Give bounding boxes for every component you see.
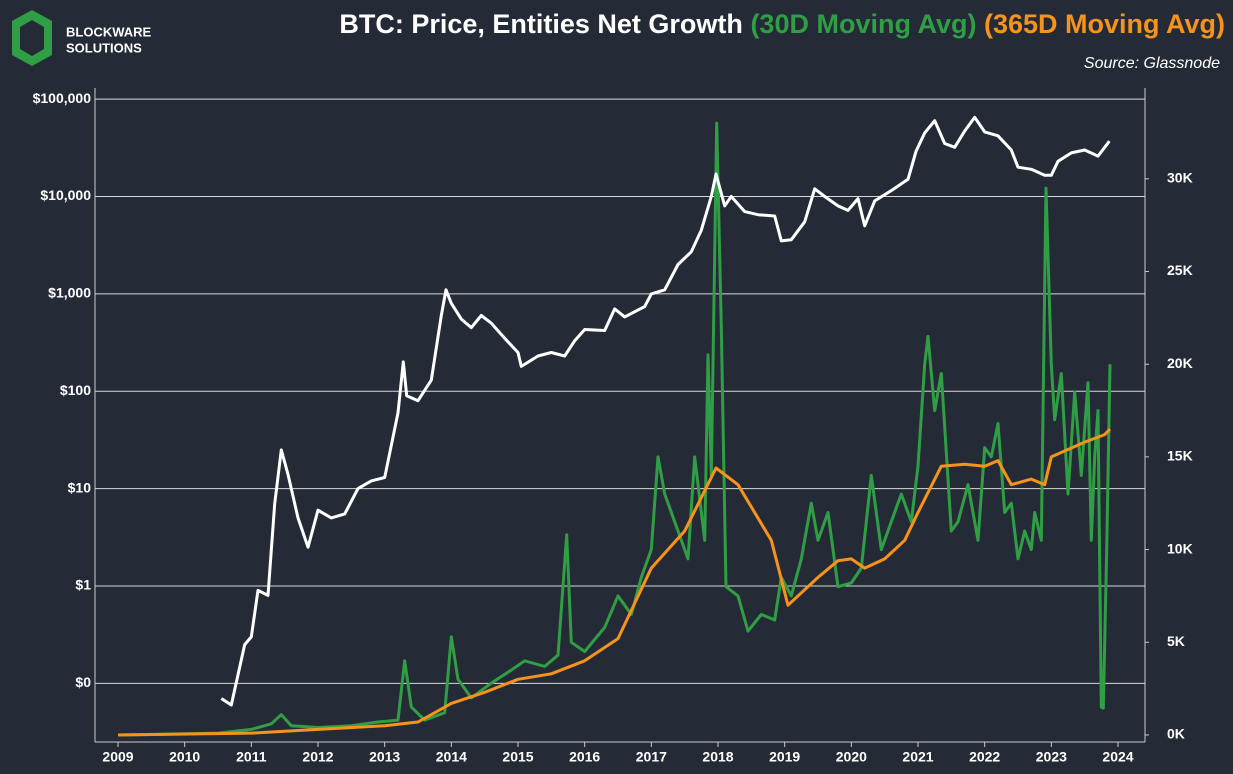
y-tick-label: $100,000 (33, 90, 92, 106)
logo-mark-inner (20, 20, 44, 56)
logo-text: BLOCKWARE (66, 24, 152, 39)
x-tick-label: 2011 (236, 749, 267, 765)
logo-text: SOLUTIONS (66, 40, 142, 55)
y2-tick-label: 5K (1167, 633, 1185, 649)
y-tick-label: $100 (60, 382, 91, 398)
y-tick-label: $10,000 (40, 187, 91, 203)
chart-title: BTC: Price, Entities Net Growth (30D Mov… (339, 9, 1225, 39)
x-tick-label: 2019 (769, 749, 800, 765)
y2-tick-label: 15K (1167, 448, 1193, 464)
x-tick-label: 2021 (902, 749, 933, 765)
series-line (117, 428, 1112, 737)
x-tick-label: 2017 (636, 749, 667, 765)
y2-tick-label: 25K (1167, 262, 1193, 278)
x-tick-label: 2012 (302, 749, 333, 765)
x-tick-label: 2016 (569, 749, 600, 765)
x-tick-label: 2013 (369, 749, 400, 765)
logo: BLOCKWARE SOLUTIONS (12, 10, 152, 66)
y2-tick-label: 20K (1167, 355, 1193, 371)
x-tick-label: 2009 (102, 749, 133, 765)
x-tick-label: 2010 (169, 749, 200, 765)
y-tick-label: $1,000 (48, 285, 91, 301)
y2-tick-label: 0K (1167, 726, 1185, 742)
series-line (220, 115, 1111, 707)
x-tick-label: 2018 (702, 749, 733, 765)
y-tick-label: $10 (68, 479, 92, 495)
x-tick-label: 2023 (1036, 749, 1067, 765)
y-tick-label: $0 (75, 674, 91, 690)
source: Source: Glassnode (1084, 55, 1220, 72)
x-tick-label: 2015 (502, 749, 533, 765)
x-tick-label: 2022 (969, 749, 1000, 765)
y2-tick-label: 10K (1167, 540, 1193, 556)
y2-tick-label: 30K (1167, 170, 1193, 186)
legend-entry: (30D Moving Avg) (750, 9, 976, 39)
title-text: BTC: Price, Entities Net Growth (339, 9, 743, 39)
series-line (117, 121, 1112, 737)
x-tick-label: 2014 (436, 749, 467, 765)
x-tick-label: 2020 (836, 749, 867, 765)
y-tick-label: $1 (75, 577, 91, 593)
legend-entry: (365D Moving Avg) (984, 9, 1225, 39)
x-tick-label: 2024 (1102, 749, 1133, 765)
